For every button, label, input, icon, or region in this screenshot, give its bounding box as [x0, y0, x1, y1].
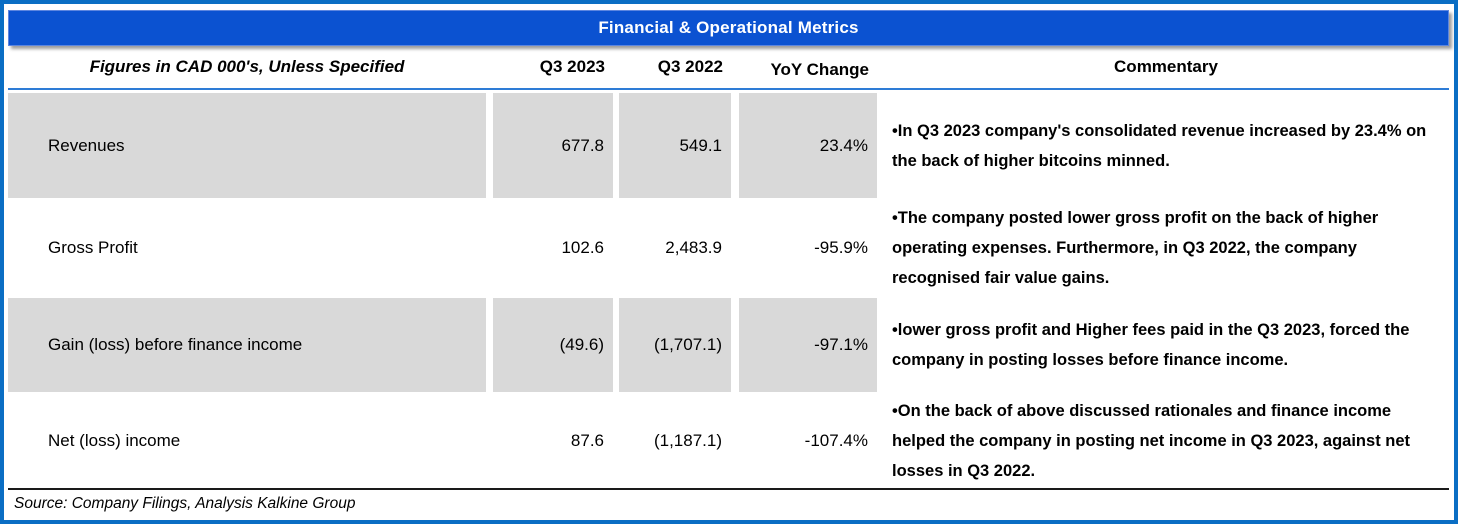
- commentary-text: •In Q3 2023 company's consolidated reven…: [883, 93, 1449, 198]
- value-q3-2023: 102.6: [493, 201, 613, 295]
- value-q3-2023: 677.8: [493, 93, 613, 198]
- commentary-text: •The company posted lower gross profit o…: [883, 201, 1449, 295]
- table-row-gross-profit: Gross Profit 102.6 2,483.9 -95.9% •The c…: [8, 201, 1449, 295]
- column-gap: [731, 395, 739, 487]
- footer-divider: [8, 488, 1449, 490]
- column-gap: [731, 201, 739, 295]
- value-q3-2022: 549.1: [619, 93, 731, 198]
- column-gap: [486, 93, 493, 198]
- value-yoy-change: -107.4%: [739, 395, 877, 487]
- value-q3-2023: 87.6: [493, 395, 613, 487]
- row-label: Gain (loss) before finance income: [8, 298, 486, 392]
- column-gap: [731, 93, 739, 198]
- header-q3-2022: Q3 2022: [657, 57, 723, 76]
- header-q3-2023: Q3 2023: [539, 57, 605, 76]
- value-q3-2022: (1,707.1): [619, 298, 731, 392]
- column-gap: [486, 201, 493, 295]
- header-figures-label: Figures in CAD 000's, Unless Specified: [89, 57, 405, 76]
- value-yoy-change: 23.4%: [739, 93, 877, 198]
- table-body: Revenues 677.8 549.1 23.4% •In Q3 2023 c…: [8, 93, 1449, 487]
- column-gap: [731, 298, 739, 392]
- row-label: Revenues: [8, 93, 486, 198]
- source-note: Source: Company Filings, Analysis Kalkin…: [14, 495, 356, 512]
- column-gap: [486, 298, 493, 392]
- table-header-row: Figures in CAD 000's, Unless Specified Q…: [8, 46, 1449, 90]
- header-yoy-change: YoY Change: [770, 60, 869, 79]
- table-title: Financial & Operational Metrics: [598, 18, 859, 37]
- table-row-revenues: Revenues 677.8 549.1 23.4% •In Q3 2023 c…: [8, 93, 1449, 198]
- value-q3-2023: (49.6): [493, 298, 613, 392]
- row-label: Net (loss) income: [8, 395, 486, 487]
- column-gap: [486, 46, 493, 88]
- column-gap: [486, 395, 493, 487]
- column-gap: [731, 46, 739, 88]
- table-row-gain-loss-before-finance-income: Gain (loss) before finance income (49.6)…: [8, 298, 1449, 392]
- commentary-text: •lower gross profit and Higher fees paid…: [883, 298, 1449, 392]
- table-row-net-loss-income: Net (loss) income 87.6 (1,187.1) -107.4%…: [8, 395, 1449, 487]
- value-yoy-change: -95.9%: [739, 201, 877, 295]
- value-q3-2022: 2,483.9: [619, 201, 731, 295]
- row-label: Gross Profit: [8, 201, 486, 295]
- value-q3-2022: (1,187.1): [619, 395, 731, 487]
- table-title-banner: Financial & Operational Metrics: [8, 10, 1449, 46]
- commentary-text: •On the back of above discussed rational…: [883, 395, 1449, 487]
- header-commentary: Commentary: [1114, 57, 1218, 76]
- value-yoy-change: -97.1%: [739, 298, 877, 392]
